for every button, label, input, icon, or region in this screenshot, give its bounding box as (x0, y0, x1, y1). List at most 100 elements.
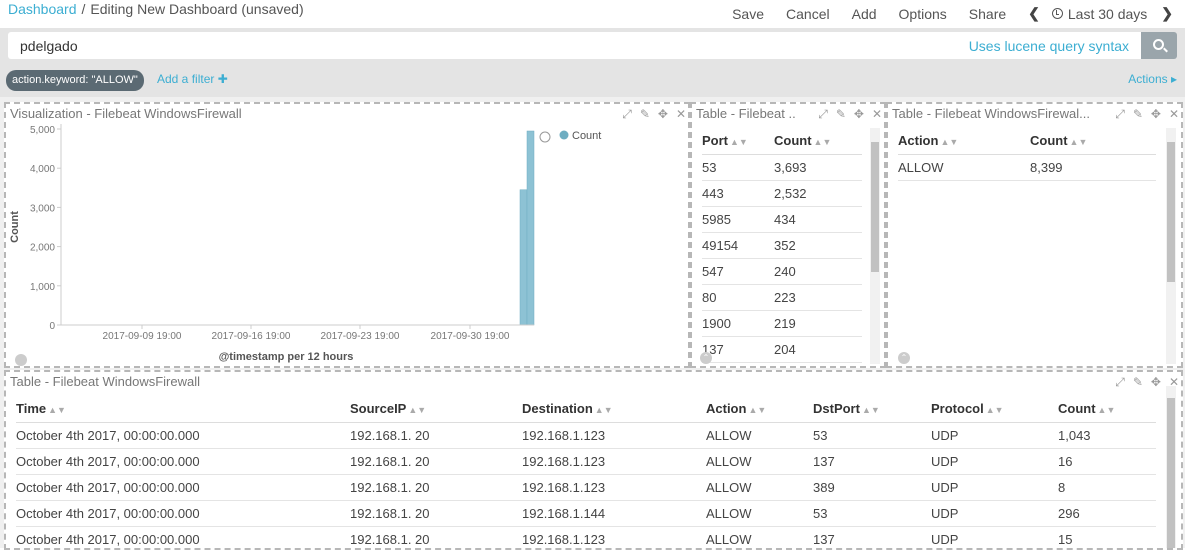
sort-icon: ▲▼ (813, 137, 832, 148)
table-cell: 53 (813, 500, 931, 527)
expand-icon[interactable]: ⤢ (1115, 107, 1125, 121)
add-filter-link[interactable]: Add a filter ✚ (157, 72, 228, 86)
scrollbar[interactable] (870, 128, 880, 364)
column-header-port[interactable]: Port ▲▼ (702, 128, 774, 155)
table-cell: October 4th 2017, 00:00:00.000 (16, 474, 350, 501)
table-row: 80 223 (702, 284, 862, 311)
table-cell: UDP (931, 500, 1058, 527)
table-cell: 204 (774, 336, 862, 363)
table-cell: 1900 (702, 310, 774, 337)
close-icon[interactable]: ✕ (1168, 107, 1179, 121)
close-icon[interactable]: ✕ (675, 107, 686, 121)
table-cell: 15 (1058, 526, 1156, 548)
edit-pencil-icon[interactable]: ✎ (639, 107, 650, 121)
column-header-dstport[interactable]: DstPort ▲▼ (813, 396, 931, 423)
cancel-button[interactable]: Cancel (786, 5, 830, 22)
table-row: 547 240 (702, 258, 862, 285)
scrollbar-thumb[interactable] (1167, 142, 1175, 282)
column-header-destination[interactable]: Destination ▲▼ (522, 396, 706, 423)
table-cell: 192.168.1. 20 (350, 448, 522, 475)
legend-toggle-icon[interactable] (539, 131, 551, 143)
move-icon[interactable]: ✥ (853, 107, 864, 121)
column-header-action[interactable]: Action ▲▼ (898, 128, 1030, 155)
top-menu: Save Cancel Add Options Share ❮ Last 30 … (732, 5, 1185, 22)
legend-label[interactable]: Count (572, 130, 601, 142)
table-row: October 4th 2017, 00:00:00.000 192.168.1.… (16, 448, 1156, 475)
time-forward-chevron-icon[interactable]: ❯ (1161, 5, 1173, 21)
panel-controls: ⤢ ✎ ✥ ✕ (622, 107, 686, 122)
breadcrumb-current: Editing New Dashboard (unsaved) (90, 1, 304, 17)
table-cell: ALLOW (706, 474, 813, 501)
x-tick-label: 2017-09-09 19:00 (103, 331, 182, 342)
column-header-count[interactable]: Count ▲▼ (774, 128, 862, 155)
x-tick-label: 2017-09-23 19:00 (321, 331, 400, 342)
lucene-syntax-link[interactable]: Uses lucene query syntax (968, 38, 1129, 54)
log-table: Time ▲▼ SourceIP ▲▼ Destination ▲▼ Action ▲▼ Dst… (16, 396, 1156, 548)
table-cell: 49154 (702, 232, 774, 259)
close-icon[interactable]: ✕ (1168, 375, 1179, 389)
close-icon[interactable]: ✕ (871, 107, 882, 121)
table-cell: 3,693 (774, 154, 862, 181)
table-cell: 192.168.1.123 (522, 448, 706, 475)
add-button[interactable]: Add (851, 5, 877, 22)
share-button[interactable]: Share (968, 5, 1007, 22)
actions-link[interactable]: Actions ▸ (1128, 72, 1177, 86)
port-table-panel: Table - Filebeat ... ⤢ ✎ ✥ ✕ Port ▲▼ Coun… (690, 102, 886, 368)
histogram-bar[interactable] (526, 130, 535, 326)
panel-title: Table - Filebeat WindowsFirewal... (892, 106, 1090, 121)
dashboard-grid: Visualization - Filebeat WindowsFirewall… (0, 97, 1185, 550)
column-header-action[interactable]: Action ▲▼ (706, 396, 813, 423)
search-input[interactable]: pdelgado Uses lucene query syntax (8, 32, 1141, 59)
scrollbar-thumb[interactable] (1167, 398, 1175, 548)
breadcrumb-dashboard-link[interactable]: Dashboard (8, 1, 77, 17)
column-header-protocol[interactable]: Protocol ▲▼ (931, 396, 1058, 423)
x-tick-label: 2017-09-16 19:00 (212, 331, 291, 342)
inspect-chevron-icon[interactable]: ⌃ (700, 352, 712, 364)
table-cell: ALLOW (706, 526, 813, 548)
time-back-chevron-icon[interactable]: ❮ (1028, 5, 1040, 21)
expand-icon[interactable]: ⤢ (1115, 375, 1125, 389)
time-picker-button[interactable]: Last 30 days (1051, 6, 1147, 22)
y-tick-label: 2,000 (30, 243, 55, 254)
edit-pencil-icon[interactable]: ✎ (1132, 107, 1143, 121)
sort-icon: ▲▼ (861, 405, 880, 416)
table-row: 49154 352 (702, 232, 862, 259)
table-cell: 8 (1058, 474, 1156, 501)
legend-swatch (559, 130, 569, 140)
column-header-count[interactable]: Count ▲▼ (1030, 128, 1156, 155)
inspect-chevron-icon[interactable]: ⌃ (898, 352, 910, 364)
sort-icon: ▲▼ (985, 405, 1004, 416)
move-icon[interactable]: ✥ (1150, 375, 1161, 389)
scrollbar-thumb[interactable] (871, 142, 879, 272)
table-cell: October 4th 2017, 00:00:00.000 (16, 526, 350, 548)
table-cell: 443 (702, 180, 774, 207)
move-icon[interactable]: ✥ (657, 107, 668, 121)
panel-controls: ⤢ ✎ ✥ ✕ (1115, 375, 1179, 390)
column-header-sourceip[interactable]: SourceIP ▲▼ (350, 396, 522, 423)
save-button[interactable]: Save (732, 5, 765, 22)
table-cell: ALLOW (898, 154, 1030, 181)
edit-pencil-icon[interactable]: ✎ (1132, 375, 1143, 389)
filter-pill[interactable]: action.keyword: "ALLOW" (6, 70, 144, 91)
scrollbar[interactable] (1166, 386, 1176, 548)
table-cell: 192.168.1. 20 (350, 500, 522, 527)
inspect-chevron-icon[interactable] (15, 354, 27, 366)
column-header-time[interactable]: Time ▲▼ (16, 396, 350, 423)
table-cell: UDP (931, 474, 1058, 501)
y-axis-label: Count (9, 211, 21, 243)
column-header-count[interactable]: Count ▲▼ (1058, 396, 1156, 423)
move-icon[interactable]: ✥ (1150, 107, 1161, 121)
options-button[interactable]: Options (898, 5, 947, 22)
search-button[interactable] (1141, 32, 1177, 59)
table-cell: 547 (702, 258, 774, 285)
header-label: Destination (522, 401, 593, 417)
expand-icon[interactable]: ⤢ (818, 107, 828, 121)
scrollbar[interactable] (1166, 128, 1176, 364)
port-table: Port ▲▼ Count ▲▼ 53 3,693 443 2,532 5985 434 491… (702, 128, 862, 363)
histogram-bar[interactable] (519, 189, 528, 326)
edit-pencil-icon[interactable]: ✎ (835, 107, 846, 121)
y-tick-label: 1,000 (30, 282, 55, 293)
header-label: Count (1058, 401, 1096, 417)
expand-icon[interactable]: ⤢ (622, 107, 632, 121)
sort-icon: ▲▼ (408, 405, 427, 416)
